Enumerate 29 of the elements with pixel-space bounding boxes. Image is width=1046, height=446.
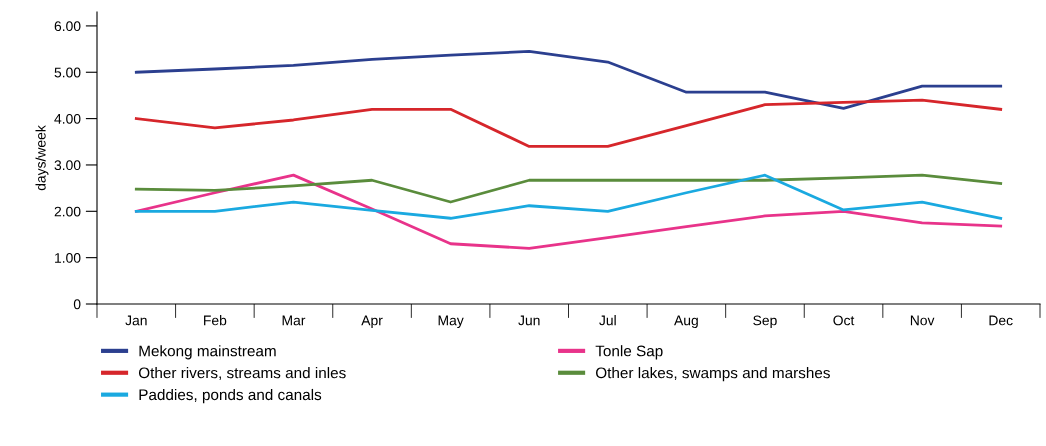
x-tick-label: Jun	[518, 315, 540, 326]
legend-label: Mekong mainstream	[139, 345, 276, 360]
x-tick-label: Mar	[282, 315, 306, 326]
x-tick-label: Oct	[833, 315, 855, 326]
y-tick-label: 2.00	[54, 206, 81, 217]
x-tick-label: Aug	[674, 315, 698, 329]
line-series	[134, 173, 1003, 204]
legend-label: Other lakes, swamps and marshes	[596, 367, 830, 382]
x-tick-label: Jan	[125, 315, 147, 326]
x-tick-label: Sep	[753, 315, 777, 329]
y-tick-label: 3.00	[54, 160, 81, 171]
y-axis-title: days/week	[35, 125, 49, 191]
line-series	[134, 173, 1003, 220]
legend-label: Tonle Sap	[595, 345, 663, 360]
x-tick-label: Dec	[989, 315, 1013, 326]
x-tick-label: May	[438, 315, 464, 329]
line-series	[134, 98, 1003, 148]
x-tick-label: Nov	[910, 315, 935, 326]
x-tick-label: Feb	[204, 315, 227, 326]
y-tick-label: 1.00	[55, 252, 81, 263]
y-tick-label: 5.00	[54, 67, 81, 78]
line-series	[134, 50, 1003, 110]
y-tick-label: 4.00	[54, 113, 81, 124]
legend-label: Other rivers, streams and inles	[138, 367, 346, 381]
y-tick-label: 6.00	[54, 21, 81, 32]
y-tick-label: 0	[73, 299, 81, 310]
x-tick-label: Jul	[599, 315, 616, 326]
x-tick-label: Apr	[361, 315, 383, 329]
legend-label: Paddies, ponds and canals	[139, 388, 322, 404]
